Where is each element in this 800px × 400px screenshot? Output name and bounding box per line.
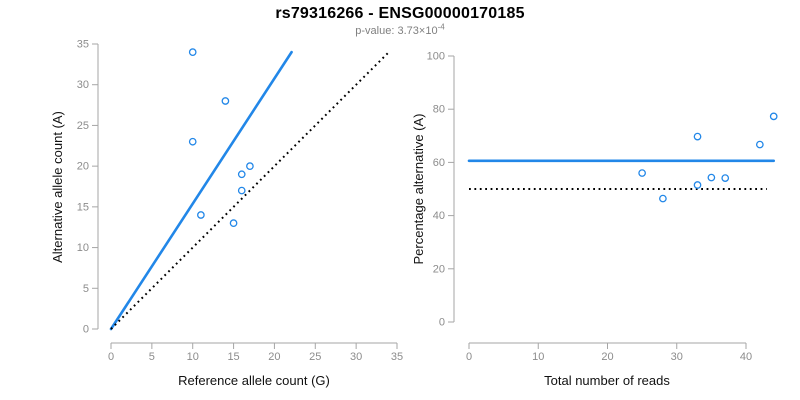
percentage-plot: 0 20 40 60 80 100 0 10 20 30 40: [427, 51, 778, 363]
data-point: [188, 48, 197, 56]
data-point: [693, 181, 702, 189]
data-point: [721, 174, 730, 182]
left-x-axis-title: Reference allele count (G): [178, 373, 330, 388]
x-tick-label: 10: [187, 351, 199, 363]
x-tick-label: 0: [466, 351, 472, 363]
right-y-axis-title: Percentage alternative (A): [411, 113, 426, 264]
y-tick-label: 30: [77, 79, 89, 91]
fitted-ratio-line: [109, 50, 293, 331]
x-tick-label: 15: [227, 351, 239, 363]
y-tick-label: 10: [77, 242, 89, 254]
data-point: [659, 194, 667, 203]
y-tick-label: 25: [77, 120, 89, 132]
x-tick-label: 25: [309, 351, 321, 363]
data-point: [246, 162, 254, 170]
x-tick-label: 20: [268, 351, 280, 363]
data-point: [769, 112, 778, 121]
x-tick-label: 40: [740, 351, 752, 363]
data-point: [229, 219, 238, 227]
data-point: [755, 140, 764, 149]
data-point: [188, 137, 197, 146]
y-tick-label: 5: [83, 283, 89, 295]
y-tick-label: 15: [77, 201, 89, 213]
allele-count-plot: 0 5 10 15 20 25 30 35 0 5 10 15 20 25 30 35: [77, 39, 403, 364]
y-tick-label: 100: [427, 51, 445, 63]
x-tick-label: 10: [532, 351, 544, 363]
identity-line: [110, 51, 390, 330]
y-tick-label: 60: [433, 157, 445, 169]
y-tick-label: 20: [77, 161, 89, 173]
data-point: [197, 211, 205, 219]
x-tick-label: 35: [391, 351, 403, 363]
x-tick-label: 30: [350, 351, 362, 363]
y-tick-label: 0: [83, 324, 89, 336]
y-tick-label: 0: [439, 317, 445, 329]
data-point: [237, 170, 246, 179]
x-tick-label: 30: [671, 351, 683, 363]
y-tick-label: 80: [433, 104, 445, 116]
y-tick-label: 35: [77, 39, 89, 51]
right-x-axis-title: Total number of reads: [544, 373, 670, 388]
y-tick-label: 40: [433, 210, 445, 222]
y-tick-label: 20: [433, 263, 445, 275]
left-y-axis-title: Alternative allele count (A): [50, 111, 65, 263]
x-tick-label: 5: [149, 351, 155, 363]
data-point: [237, 186, 246, 195]
data-point: [638, 169, 646, 177]
x-tick-label: 0: [108, 351, 114, 363]
data-point: [693, 132, 702, 141]
x-tick-label: 20: [601, 351, 613, 363]
data-point: [221, 97, 230, 105]
data-point: [707, 173, 716, 182]
